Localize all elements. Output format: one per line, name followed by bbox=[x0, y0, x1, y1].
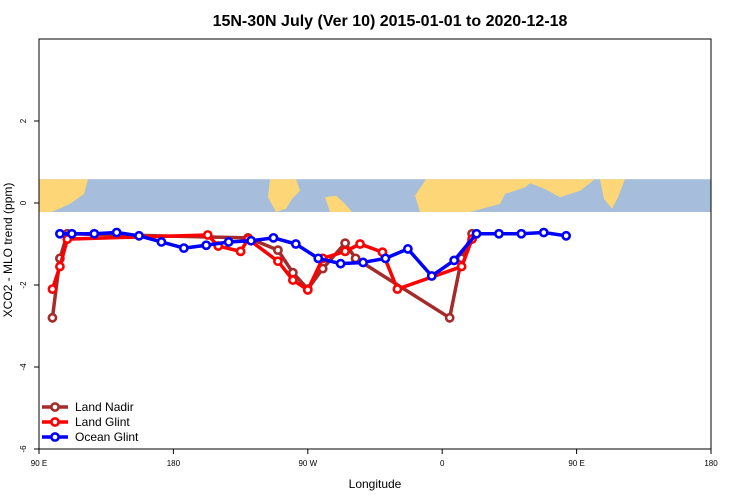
data-point bbox=[134, 230, 144, 241]
land-shape bbox=[600, 179, 625, 209]
data-point bbox=[426, 271, 437, 281]
data-point bbox=[156, 237, 167, 247]
data-point bbox=[202, 230, 213, 240]
data-point bbox=[471, 228, 482, 239]
data-point bbox=[47, 312, 58, 323]
data-point bbox=[273, 245, 283, 256]
data-point bbox=[290, 239, 301, 249]
legend-marker bbox=[50, 402, 60, 412]
data-point bbox=[55, 228, 65, 239]
data-point bbox=[111, 227, 122, 238]
data-point bbox=[47, 284, 58, 294]
y-tick-label: -2 bbox=[19, 281, 28, 289]
data-point bbox=[561, 230, 572, 241]
data-point bbox=[402, 244, 413, 254]
data-point bbox=[66, 228, 77, 239]
land-shape bbox=[39, 179, 88, 213]
land-shape bbox=[325, 195, 352, 213]
y-tick-label: 0 bbox=[19, 200, 28, 205]
data-point bbox=[444, 312, 455, 323]
data-point bbox=[538, 227, 549, 238]
series-land-nadir bbox=[47, 228, 477, 323]
legend-label: Ocean Glint bbox=[75, 430, 139, 444]
data-point bbox=[273, 256, 283, 267]
x-tick-label: 180 bbox=[704, 459, 718, 468]
data-point bbox=[335, 258, 346, 269]
land-shape bbox=[520, 179, 595, 198]
data-point bbox=[340, 246, 351, 257]
data-point bbox=[201, 240, 212, 251]
y-tick-label: 2 bbox=[19, 118, 28, 123]
series-layer bbox=[47, 227, 572, 323]
data-point bbox=[456, 261, 467, 272]
data-point bbox=[355, 239, 365, 249]
x-tick-label: 180 bbox=[167, 459, 181, 468]
y-axis-label: XCO2 - MLO trend (ppm) bbox=[1, 183, 15, 318]
x-tick-label: 90 E bbox=[568, 459, 584, 468]
data-point bbox=[55, 261, 65, 272]
series-land-glint bbox=[47, 230, 477, 295]
x-axis: 90 E 180 90 W 0 90 E 180 bbox=[31, 449, 718, 468]
legend-marker bbox=[50, 417, 60, 427]
data-point bbox=[89, 228, 100, 239]
x-tick-label: 0 bbox=[440, 459, 445, 468]
data-point bbox=[235, 246, 246, 257]
data-point bbox=[313, 253, 324, 264]
x-tick-label: 90 E bbox=[31, 459, 47, 468]
x-axis-label: Longitude bbox=[349, 477, 402, 491]
data-point bbox=[392, 284, 403, 294]
land-shape bbox=[415, 179, 535, 213]
data-point bbox=[287, 275, 298, 285]
series-ocean-glint bbox=[55, 227, 572, 281]
chart-title: 15N-30N July (Ver 10) 2015-01-01 to 2020… bbox=[213, 13, 568, 30]
y-tick-label: -6 bbox=[19, 445, 28, 453]
data-point bbox=[350, 253, 361, 264]
data-point bbox=[340, 238, 351, 249]
data-point bbox=[223, 237, 234, 247]
data-point bbox=[302, 285, 313, 295]
data-point bbox=[268, 232, 279, 243]
data-point bbox=[178, 243, 189, 253]
legend-marker bbox=[50, 432, 60, 442]
data-point bbox=[246, 235, 256, 246]
data-point bbox=[380, 253, 391, 264]
legend-label: Land Glint bbox=[75, 415, 130, 429]
data-point bbox=[449, 255, 460, 266]
land-shape bbox=[268, 179, 300, 213]
world-map-band bbox=[39, 179, 711, 213]
data-point bbox=[358, 257, 368, 268]
legend-label: Land Nadir bbox=[75, 400, 134, 414]
data-point bbox=[494, 228, 504, 239]
plot-frame bbox=[38, 38, 712, 450]
y-tick-label: -4 bbox=[19, 363, 28, 371]
y-axis: -6 -4 -2 0 2 bbox=[19, 118, 39, 453]
x-tick-label: 90 W bbox=[298, 459, 317, 468]
data-point bbox=[516, 228, 527, 239]
ocean-area bbox=[39, 179, 711, 213]
